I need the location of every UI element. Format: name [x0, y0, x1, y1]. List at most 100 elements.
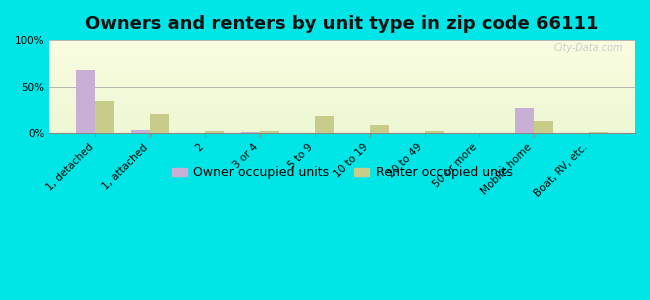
Bar — [49, 61, 635, 62]
Title: Owners and renters by unit type in zip code 66111: Owners and renters by unit type in zip c… — [85, 15, 599, 33]
Bar — [49, 109, 635, 110]
Bar — [49, 78, 635, 79]
Bar — [49, 119, 635, 120]
Legend: Owner occupied units, Renter occupied units: Owner occupied units, Renter occupied un… — [167, 161, 517, 184]
Bar — [49, 123, 635, 124]
Bar — [49, 128, 635, 129]
Bar — [49, 96, 635, 97]
Bar — [49, 115, 635, 116]
Bar — [95, 100, 114, 133]
Bar — [49, 47, 635, 48]
Bar — [49, 48, 635, 49]
Bar — [49, 95, 635, 96]
Bar — [49, 69, 635, 70]
Bar — [424, 131, 444, 133]
Text: City-Data.com: City-Data.com — [554, 43, 623, 53]
Bar — [49, 97, 635, 98]
Bar — [49, 59, 635, 60]
Bar — [49, 111, 635, 112]
Bar — [49, 94, 635, 95]
Bar — [49, 79, 635, 80]
Bar — [49, 51, 635, 52]
Bar — [49, 67, 635, 68]
Bar — [49, 99, 635, 100]
Bar — [49, 73, 635, 74]
Bar — [49, 121, 635, 122]
Bar — [49, 93, 635, 94]
Bar — [49, 49, 635, 50]
Bar — [49, 41, 635, 42]
Bar — [49, 125, 635, 126]
Bar — [49, 55, 635, 56]
Bar — [49, 85, 635, 86]
Bar — [49, 63, 635, 64]
Bar — [131, 130, 150, 133]
Bar — [534, 121, 554, 133]
Bar — [49, 72, 635, 73]
Bar — [49, 65, 635, 66]
Bar — [49, 106, 635, 107]
Bar — [49, 113, 635, 114]
Bar — [49, 117, 635, 118]
Bar — [49, 122, 635, 123]
Bar — [49, 62, 635, 63]
Bar — [49, 60, 635, 61]
Bar — [49, 42, 635, 43]
Bar — [49, 57, 635, 58]
Bar — [49, 84, 635, 85]
Bar — [49, 43, 635, 44]
Bar — [49, 45, 635, 46]
Bar — [49, 103, 635, 104]
Bar — [49, 112, 635, 113]
Bar — [49, 131, 635, 132]
Bar — [49, 116, 635, 117]
Bar — [49, 70, 635, 71]
Bar — [49, 104, 635, 105]
Bar — [49, 105, 635, 106]
Bar — [49, 61, 635, 62]
Bar — [515, 108, 534, 133]
Bar — [49, 68, 635, 69]
Bar — [49, 124, 635, 125]
Bar — [49, 40, 635, 41]
Bar — [49, 102, 635, 103]
Bar — [49, 107, 635, 108]
Bar — [49, 90, 635, 91]
Bar — [49, 91, 635, 92]
Bar — [49, 58, 635, 59]
Bar — [49, 66, 635, 67]
Bar — [49, 120, 635, 121]
Bar — [49, 44, 635, 45]
Bar — [49, 118, 635, 119]
Bar — [49, 92, 635, 93]
Bar — [49, 74, 635, 75]
Bar — [49, 82, 635, 83]
Bar — [49, 56, 635, 57]
Bar — [49, 81, 635, 82]
Bar — [49, 108, 635, 109]
Bar — [49, 132, 635, 133]
Bar — [49, 110, 635, 111]
Bar — [49, 64, 635, 65]
Bar — [76, 70, 95, 133]
Bar — [49, 77, 635, 78]
Bar — [49, 87, 635, 88]
Bar — [49, 83, 635, 84]
Bar — [49, 53, 635, 54]
Bar — [205, 131, 224, 133]
Bar — [49, 76, 635, 77]
Bar — [49, 75, 635, 76]
Bar — [49, 126, 635, 127]
Bar — [49, 114, 635, 115]
Bar — [49, 50, 635, 51]
Bar — [49, 86, 635, 87]
Bar — [49, 71, 635, 72]
Bar — [49, 52, 635, 53]
Bar — [260, 131, 279, 133]
Bar — [49, 89, 635, 90]
Bar — [49, 101, 635, 102]
Bar — [49, 80, 635, 81]
Bar — [315, 116, 334, 133]
Bar — [240, 132, 260, 133]
Bar — [49, 46, 635, 47]
